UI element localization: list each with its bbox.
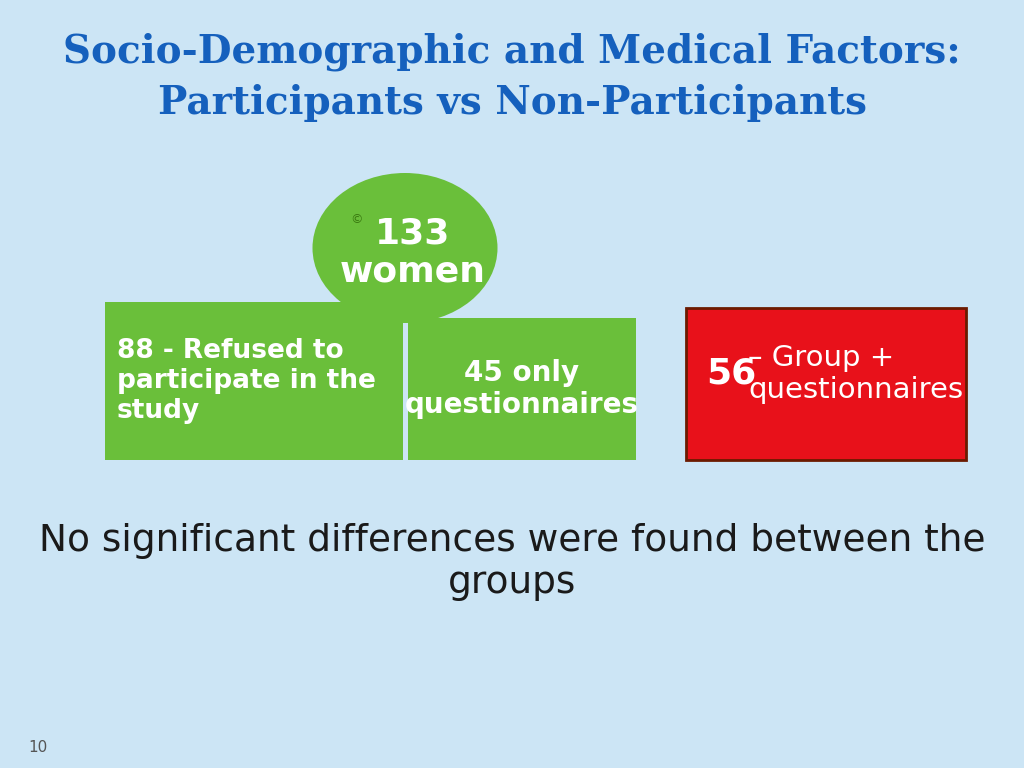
Ellipse shape <box>312 173 498 323</box>
FancyBboxPatch shape <box>686 308 966 460</box>
FancyBboxPatch shape <box>105 302 403 460</box>
Text: – Group +
questionnaires: – Group + questionnaires <box>748 344 964 404</box>
Text: Socio-Demographic and Medical Factors:: Socio-Demographic and Medical Factors: <box>63 33 961 71</box>
Text: 10: 10 <box>28 740 47 756</box>
Text: women: women <box>340 255 486 289</box>
Text: 88 - Refused to
participate in the
study: 88 - Refused to participate in the study <box>117 338 376 424</box>
Text: ©: © <box>351 214 364 227</box>
Text: 133: 133 <box>376 217 451 251</box>
Text: No significant differences were found between the
groups: No significant differences were found be… <box>39 523 985 601</box>
Text: 45 only
questionnaires: 45 only questionnaires <box>406 359 639 419</box>
FancyBboxPatch shape <box>408 318 636 460</box>
Text: Participants vs Non-Participants: Participants vs Non-Participants <box>158 84 866 122</box>
Text: 56: 56 <box>706 357 757 391</box>
